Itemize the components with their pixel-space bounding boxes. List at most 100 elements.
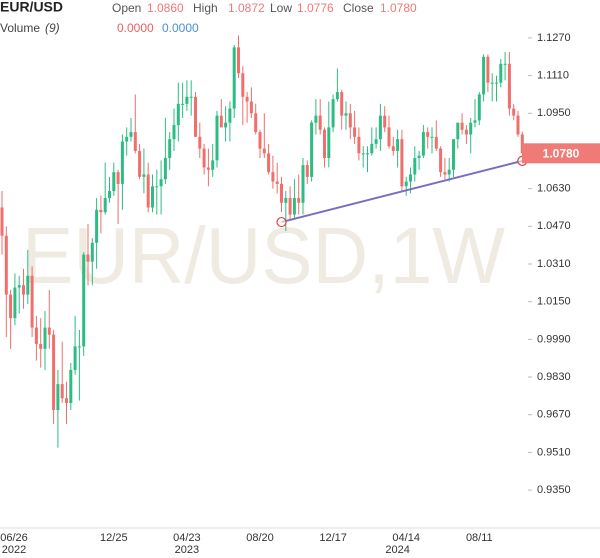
y-tick-label: 1.0150 <box>537 296 571 308</box>
candle-body <box>108 190 111 199</box>
candle-body <box>460 122 464 130</box>
candle-body <box>133 132 137 151</box>
x-tick-label: 12/17 <box>319 532 347 544</box>
candle-body <box>464 129 468 135</box>
candle-body <box>452 139 455 170</box>
candle-body <box>482 56 486 95</box>
candle-body <box>391 146 395 151</box>
candle-body <box>82 254 86 347</box>
candle-body <box>262 148 266 154</box>
candle-body <box>159 179 163 187</box>
candle-body <box>228 108 232 123</box>
candle-body <box>507 63 511 109</box>
candle-body <box>516 115 520 135</box>
y-tick-label: 0.9510 <box>537 446 571 458</box>
candle-body <box>292 198 296 215</box>
candle-body <box>99 209 103 213</box>
volume-period: (9) <box>45 21 60 35</box>
price-tag-label: 1.0780 <box>543 146 580 160</box>
candle-body <box>224 122 228 128</box>
candle-body <box>499 63 503 83</box>
candle-body <box>267 153 271 173</box>
x-tick-label: 08/20 <box>246 532 274 544</box>
candle-body <box>439 148 443 173</box>
candle-body <box>249 101 253 114</box>
candle-body <box>172 125 176 140</box>
candle-body <box>305 165 309 177</box>
candle-body <box>181 103 185 105</box>
candle-body <box>69 369 73 403</box>
candle-body <box>318 115 322 130</box>
candle-body <box>4 235 8 295</box>
candle-body <box>206 167 210 170</box>
candle-body <box>90 242 94 262</box>
candle-body <box>469 122 473 135</box>
candle-body <box>477 94 481 121</box>
candle-body <box>258 132 262 149</box>
candle-body <box>335 92 339 100</box>
candle-body <box>366 153 369 155</box>
candle-body <box>116 172 120 184</box>
candle-body <box>314 115 318 123</box>
candle-body <box>198 136 202 149</box>
candle-body <box>280 183 283 203</box>
candle-body <box>417 155 421 159</box>
x-tick-label: 04/14 <box>392 532 420 544</box>
candle-body <box>409 174 412 182</box>
candle-body <box>47 327 51 335</box>
candle-body <box>413 158 417 175</box>
candle-body <box>241 73 245 97</box>
candle-body <box>146 174 150 208</box>
volume-name: Volume <box>0 21 40 35</box>
candle-body <box>396 139 400 151</box>
quote-value: 1.0872 <box>228 1 265 15</box>
candle-body <box>65 398 68 403</box>
candle-body <box>275 181 279 184</box>
trendline-anchor <box>276 216 287 228</box>
candle-body <box>176 103 180 126</box>
chart-title: EUR/USD <box>0 0 63 15</box>
candle-body <box>138 150 142 177</box>
candle-body <box>404 181 408 187</box>
candle-body <box>112 172 116 191</box>
candle-body <box>443 172 447 175</box>
quote-name: Open <box>112 1 141 15</box>
candle-body <box>370 143 374 154</box>
candle-body <box>387 127 391 147</box>
candle-body <box>0 207 4 236</box>
y-tick-label: 1.1270 <box>537 32 571 44</box>
y-tick-label: 0.9830 <box>537 371 571 383</box>
y-tick-label: 1.1110 <box>537 70 569 82</box>
candle-body <box>426 132 430 137</box>
candle-body <box>125 136 129 142</box>
candle-body <box>271 172 275 182</box>
candle-body <box>357 136 361 154</box>
candle-body <box>30 275 34 328</box>
candle-body <box>456 122 460 140</box>
quote-name: High <box>193 1 218 15</box>
quote-value: 1.0860 <box>147 1 184 15</box>
overlay: EUR/USD Open 1.0860 High 1.0872 Low 1.0776 Clo… <box>0 0 417 35</box>
y-tick-label: 1.0310 <box>537 258 571 270</box>
y-tick-label: 1.0950 <box>537 107 571 119</box>
candle-body <box>327 127 331 159</box>
candle-body <box>211 160 215 170</box>
quote-value: 1.0780 <box>380 1 417 15</box>
candle-body <box>361 153 365 155</box>
candle-body <box>378 115 382 140</box>
candle-body <box>495 82 498 84</box>
candle-body <box>353 127 357 137</box>
quote-value: 1.0776 <box>297 1 334 15</box>
candle-body <box>254 113 258 133</box>
price-tag <box>522 143 600 164</box>
candle-body <box>421 132 425 156</box>
candle-body <box>142 174 146 177</box>
candle-body <box>400 139 404 187</box>
candle-body <box>473 120 477 123</box>
candle-body <box>22 285 25 295</box>
candle-body <box>52 334 56 411</box>
candle-body <box>284 198 288 203</box>
